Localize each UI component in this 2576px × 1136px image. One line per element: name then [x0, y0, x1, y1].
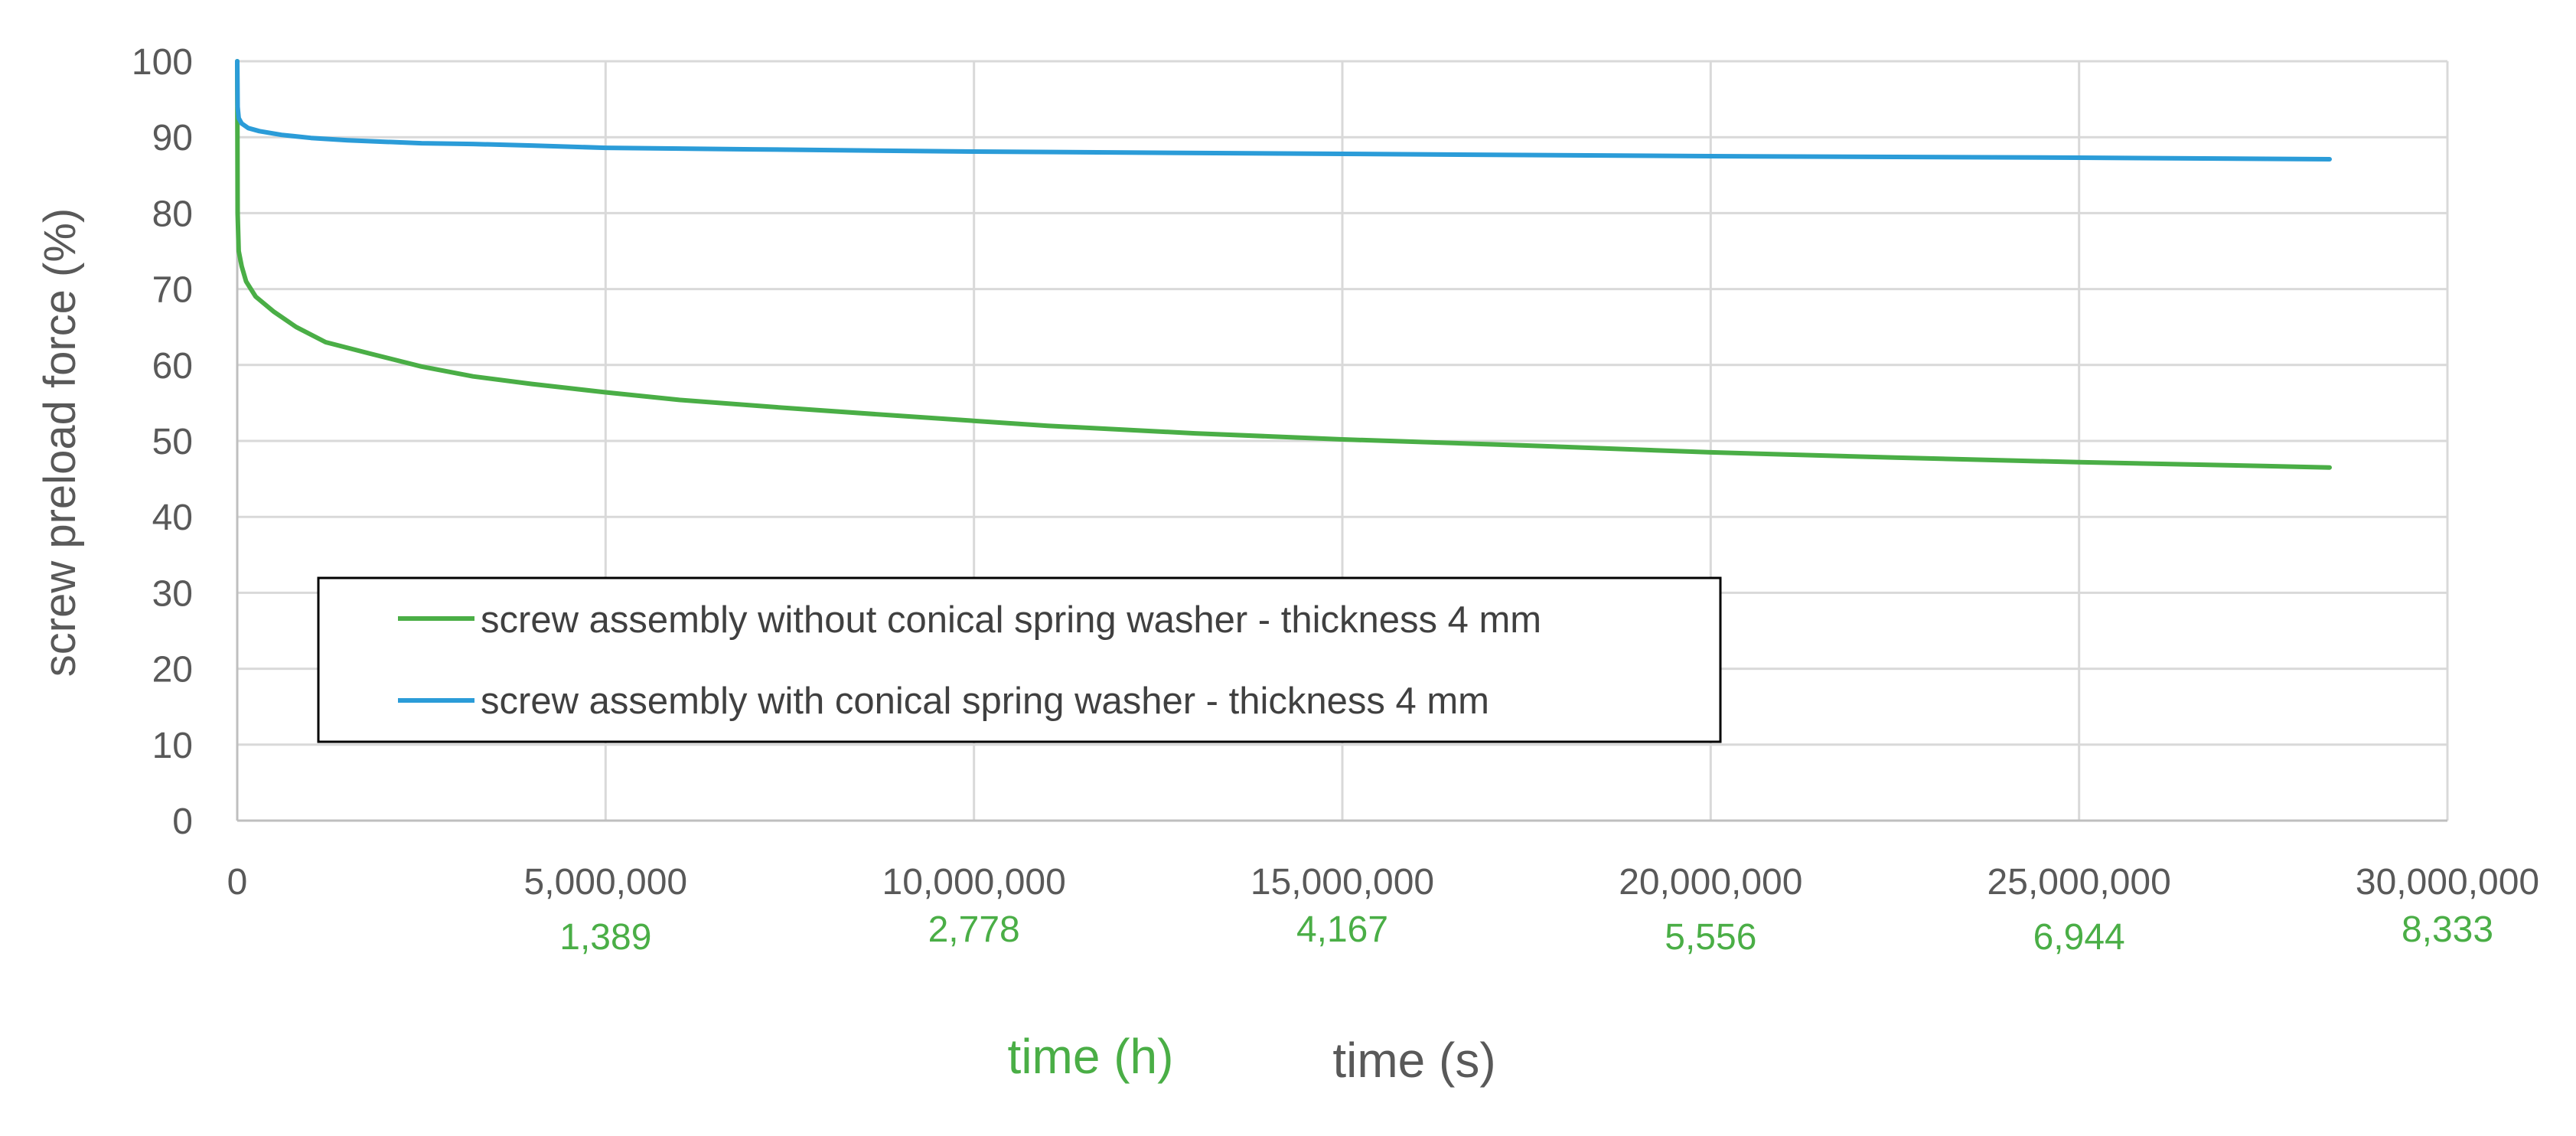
x-axis-secondary-label: time (h) — [1008, 1029, 1174, 1084]
y-tick-label: 90 — [152, 118, 193, 158]
y-tick-label: 50 — [152, 422, 193, 462]
x-tick-label: 5,000,000 — [524, 862, 688, 903]
x-secondary-tick-label: 2,778 — [928, 909, 1020, 950]
x-tick-label: 10,000,000 — [882, 862, 1066, 903]
y-tick-label: 30 — [152, 573, 193, 614]
x-tick-label: 25,000,000 — [1987, 862, 2171, 903]
legend: screw assembly without conical spring wa… — [317, 576, 1722, 743]
x-secondary-tick-label: 1,389 — [559, 917, 651, 958]
y-tick-label: 10 — [152, 726, 193, 766]
x-secondary-tick-label: 4,167 — [1296, 909, 1388, 950]
y-tick-label: 20 — [152, 650, 193, 690]
series-line-without-washer — [235, 59, 2332, 470]
y-tick-label: 100 — [132, 42, 193, 83]
x-tick-label: 0 — [227, 862, 248, 903]
x-tick-label: 30,000,000 — [2356, 862, 2539, 903]
legend-label-with-washer: screw assembly with conical spring washe… — [481, 681, 1489, 722]
y-tick-label: 70 — [152, 270, 193, 311]
x-secondary-tick-label: 5,556 — [1665, 917, 1756, 958]
y-tick-label: 0 — [172, 801, 193, 842]
x-tick-label: 20,000,000 — [1619, 862, 1802, 903]
legend-label-without-washer: screw assembly without conical spring wa… — [481, 599, 1541, 641]
x-tick-label: 15,000,000 — [1251, 862, 1434, 903]
legend-box — [317, 576, 1722, 743]
tick-labels: 0 10 20 30 40 50 60 70 80 90 100 0 5,000,000 10,000,0… — [132, 42, 2539, 958]
y-tick-label: 60 — [152, 346, 193, 387]
y-axis-label: screw preload force (%) — [35, 208, 85, 677]
y-tick-label: 80 — [152, 194, 193, 234]
series-lines — [235, 59, 2332, 470]
x-secondary-tick-label: 8,333 — [2402, 909, 2493, 950]
series-line-with-washer — [235, 59, 2332, 162]
x-axis-label: time (s) — [1332, 1033, 1495, 1088]
x-secondary-tick-label: 6,944 — [2033, 917, 2125, 958]
y-tick-label: 40 — [152, 498, 193, 538]
